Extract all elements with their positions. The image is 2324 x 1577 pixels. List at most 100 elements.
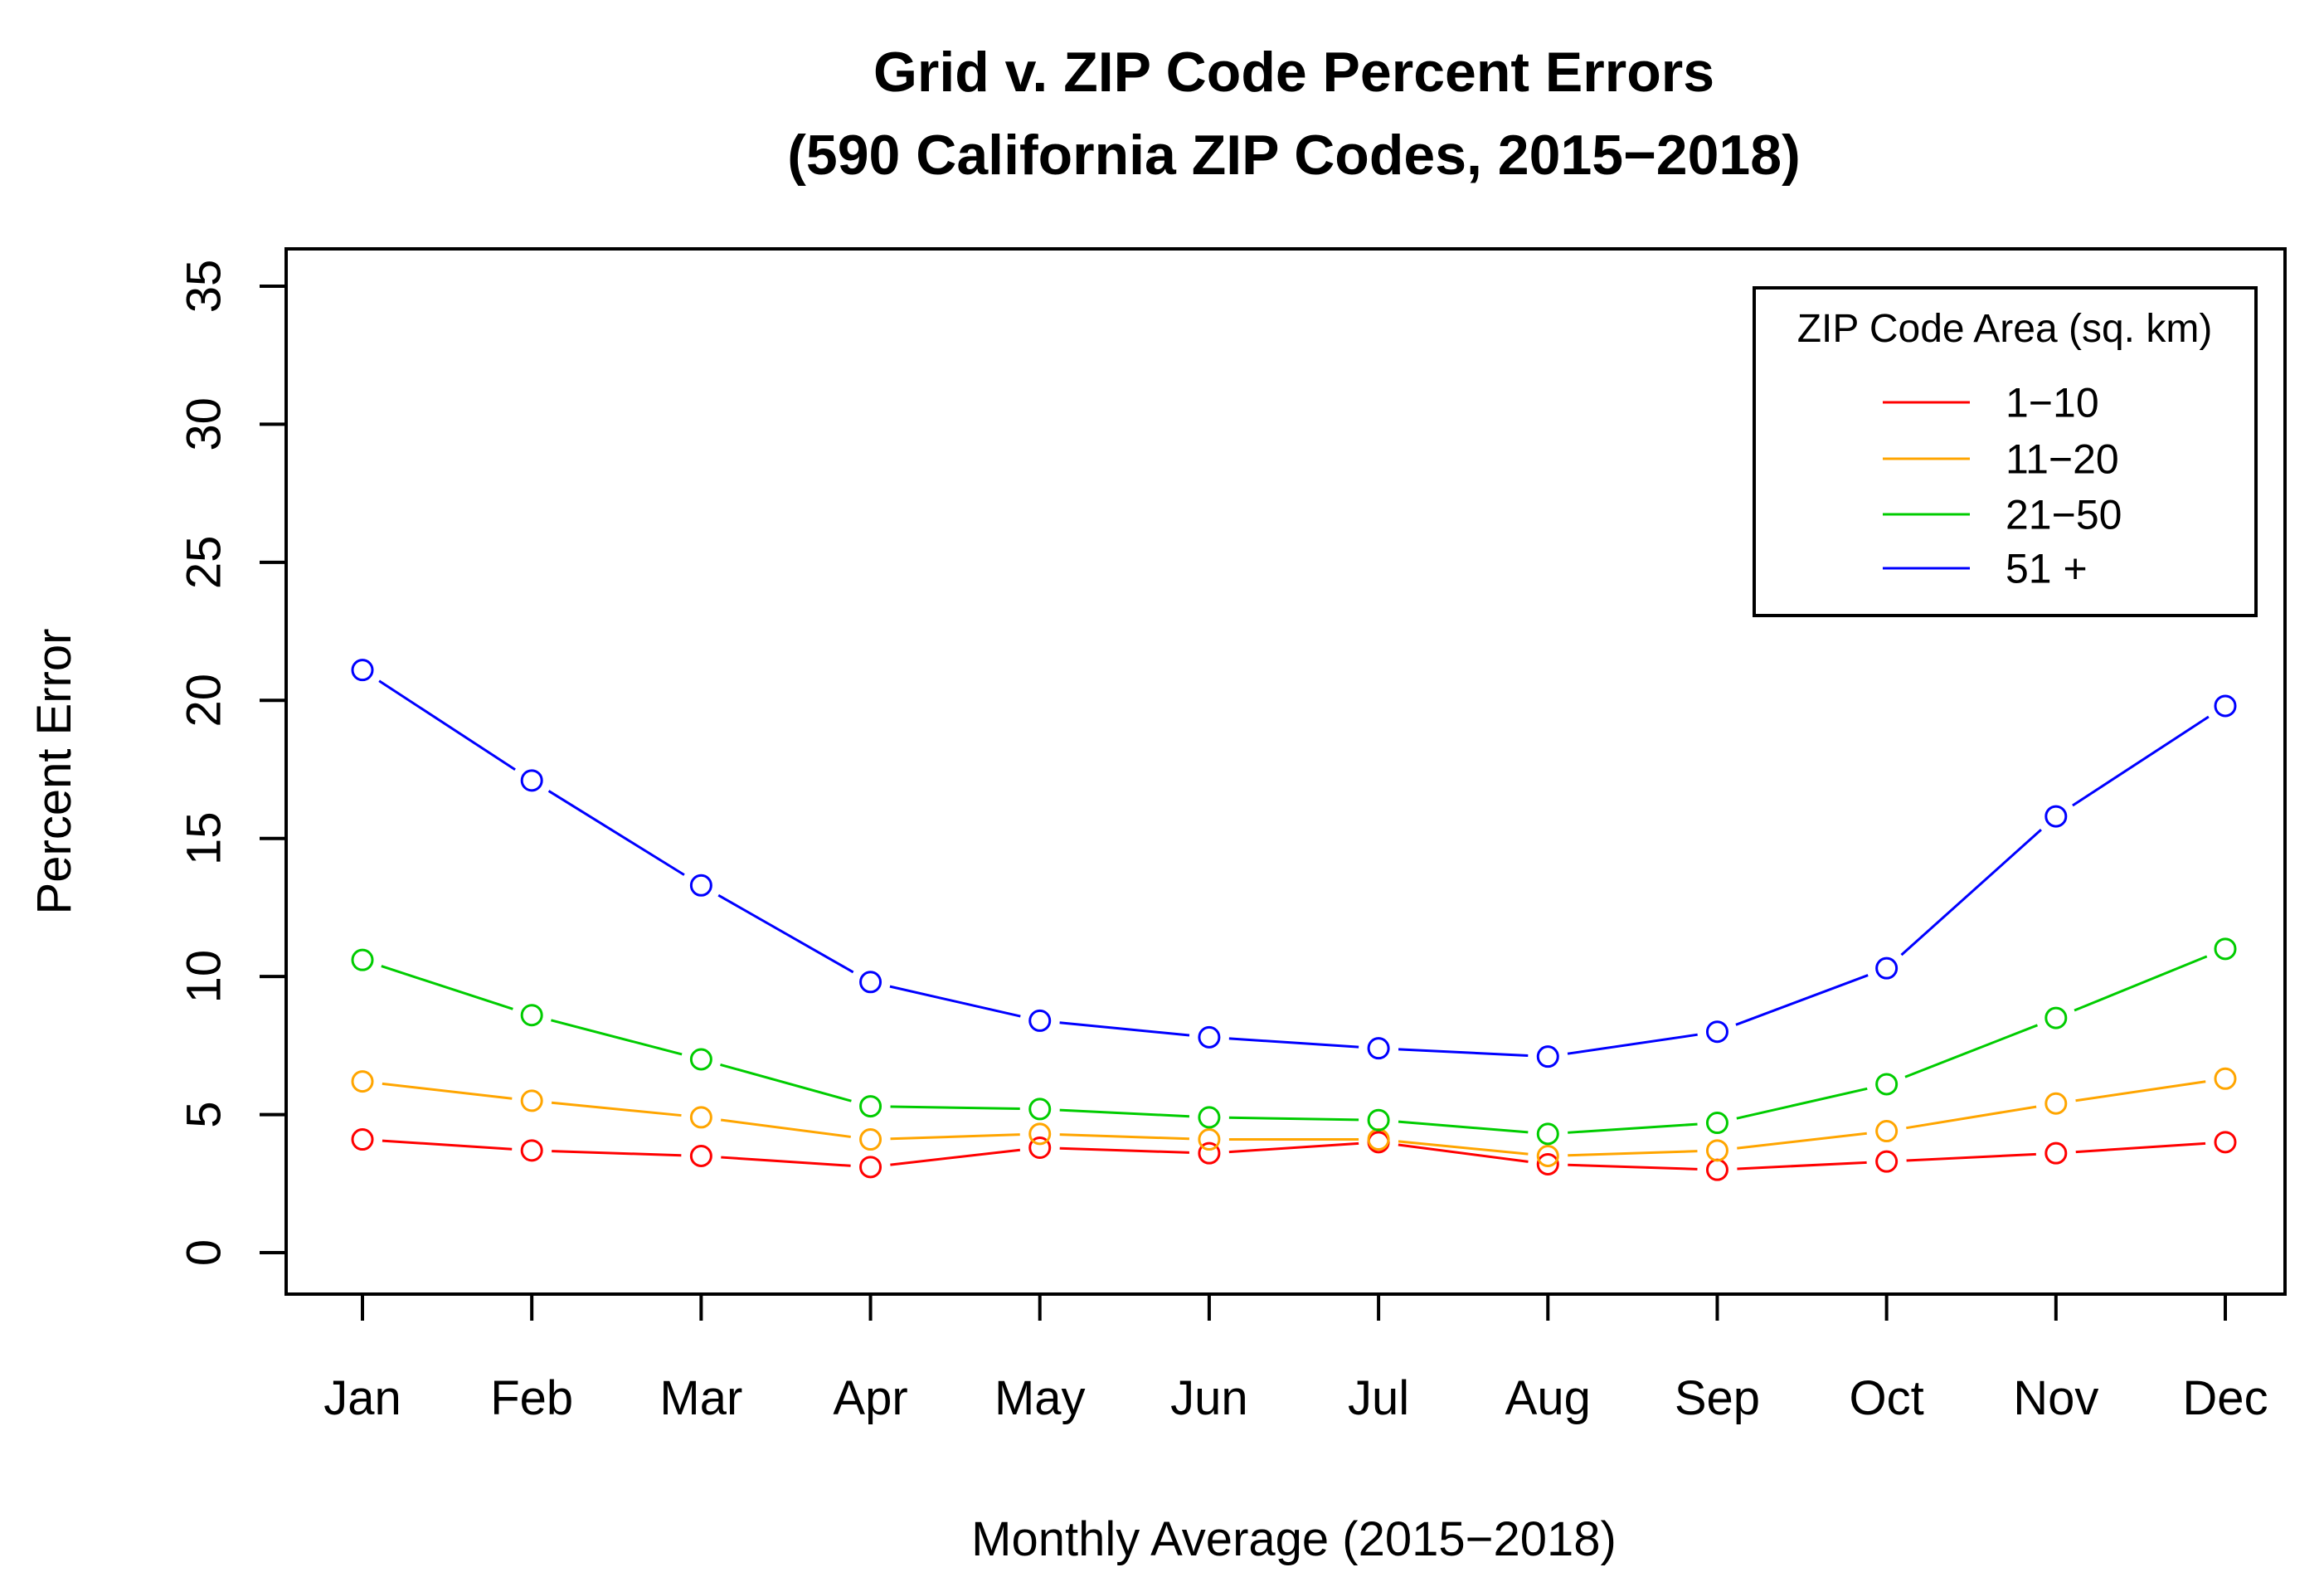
data-point bbox=[1875, 1073, 1899, 1096]
data-point bbox=[1028, 1098, 1052, 1121]
x-tick-label: Jul bbox=[1348, 1371, 1409, 1425]
series-segment bbox=[1059, 1021, 1190, 1037]
series-segment bbox=[1059, 1146, 1189, 1154]
series-segment bbox=[1228, 1116, 1359, 1122]
data-point bbox=[2214, 937, 2237, 961]
series-segment bbox=[1568, 1150, 1698, 1157]
data-point bbox=[1028, 1009, 1052, 1032]
series-segment bbox=[1737, 1132, 1867, 1150]
plot-frame bbox=[284, 247, 2287, 1296]
data-point bbox=[859, 971, 882, 994]
legend-item: 51 + bbox=[1883, 546, 2088, 592]
data-point bbox=[351, 1070, 374, 1093]
x-tick-label: Aug bbox=[1505, 1371, 1591, 1425]
legend-item: 21−50 bbox=[1883, 492, 2122, 538]
data-point bbox=[1198, 1128, 1221, 1151]
x-tick-label: Oct bbox=[1850, 1371, 1924, 1425]
series-segment bbox=[378, 679, 516, 771]
series-line bbox=[351, 1067, 2237, 1167]
series-segment bbox=[1059, 1108, 1190, 1118]
series-segment bbox=[889, 985, 1021, 1018]
series-segment bbox=[2074, 955, 2208, 1012]
data-point bbox=[859, 1095, 882, 1118]
series-line bbox=[351, 659, 2237, 1068]
series-segment bbox=[1567, 1033, 1698, 1055]
y-tick-label: 30 bbox=[177, 397, 231, 451]
data-point bbox=[1875, 1150, 1899, 1173]
data-point bbox=[2214, 694, 2237, 718]
x-tick-label: Apr bbox=[833, 1371, 907, 1425]
legend-item: 1−10 bbox=[1883, 380, 2099, 426]
y-tick-label: 15 bbox=[177, 811, 231, 865]
data-point bbox=[1367, 1108, 1390, 1132]
y-tick-label: 0 bbox=[177, 1239, 231, 1266]
data-point bbox=[351, 948, 374, 971]
data-point bbox=[351, 659, 374, 682]
chart-title: Grid v. ZIP Code Percent Errors bbox=[873, 41, 1714, 104]
series-segment bbox=[2072, 715, 2210, 807]
x-tick-label: Jan bbox=[323, 1371, 401, 1425]
series-segment bbox=[890, 1148, 1021, 1166]
y-axis-label: Percent Error bbox=[27, 629, 81, 915]
series-segment bbox=[1904, 1024, 2039, 1078]
x-tick-label: Sep bbox=[1675, 1371, 1760, 1425]
legend-label: 11−20 bbox=[2006, 436, 2119, 483]
data-point bbox=[520, 1139, 543, 1162]
data-point bbox=[520, 1004, 543, 1027]
series-segment bbox=[1228, 1141, 1359, 1154]
data-point bbox=[2044, 1092, 2068, 1115]
data-point bbox=[1536, 1145, 1559, 1167]
series-segment bbox=[890, 1105, 1020, 1111]
x-axis: Jan Feb Mar Apr May Jun Jul Aug Sep Oct Nov Dec bbox=[323, 1294, 2268, 1425]
chart-subtitle: (590 California ZIP Codes, 2015−2018) bbox=[787, 124, 1800, 187]
data-point bbox=[1198, 1141, 1221, 1165]
data-point bbox=[1198, 1025, 1221, 1049]
data-point bbox=[1705, 1112, 1728, 1135]
series-segment bbox=[721, 1156, 851, 1167]
series-segment bbox=[547, 790, 685, 876]
series-segment bbox=[1398, 1048, 1529, 1057]
legend-label: 21−50 bbox=[2006, 492, 2122, 538]
data-point bbox=[2044, 1006, 2068, 1029]
x-tick-label: May bbox=[994, 1371, 1086, 1425]
series-segment bbox=[1398, 1120, 1529, 1134]
y-tick-label: 35 bbox=[177, 260, 231, 314]
series-segment bbox=[2075, 1080, 2206, 1102]
x-axis-label: Monthly Average (2015−2018) bbox=[971, 1512, 1617, 1566]
x-tick-label: Nov bbox=[2013, 1371, 2098, 1425]
data-point bbox=[1536, 1045, 1559, 1068]
series-segment bbox=[1568, 1122, 1698, 1134]
data-point bbox=[2044, 1141, 2068, 1165]
series-segment bbox=[1398, 1143, 1529, 1163]
series-segment bbox=[1737, 1161, 1867, 1171]
data-point bbox=[1875, 1120, 1899, 1143]
series-segment bbox=[552, 1150, 682, 1157]
series-segment bbox=[720, 1063, 852, 1102]
data-point bbox=[1705, 1158, 1728, 1181]
series-segment bbox=[551, 1019, 683, 1056]
series-segment bbox=[381, 965, 513, 1010]
series-segment bbox=[2075, 1141, 2206, 1154]
series-segment bbox=[382, 1082, 513, 1100]
legend-label: 51 + bbox=[2006, 546, 2088, 592]
data-point bbox=[520, 769, 543, 792]
y-tick-label: 25 bbox=[177, 536, 231, 590]
series-segment bbox=[1736, 1087, 1868, 1120]
x-tick-label: Feb bbox=[490, 1371, 573, 1425]
series-segment bbox=[1900, 828, 2042, 956]
series-line bbox=[351, 937, 2237, 1146]
x-tick-label: Dec bbox=[2182, 1371, 2268, 1425]
data-point bbox=[1705, 1020, 1728, 1044]
legend-title: ZIP Code Area (sq. km) bbox=[1797, 307, 2213, 351]
series-segment bbox=[1906, 1152, 2036, 1162]
series-segment bbox=[717, 893, 854, 974]
data-point bbox=[351, 1128, 374, 1151]
legend-items: 1−10 11−20 21−50 51 + bbox=[1883, 380, 2122, 592]
data-point bbox=[2044, 805, 2068, 828]
data-point bbox=[689, 874, 712, 897]
y-tick-label: 20 bbox=[177, 674, 231, 728]
data-point bbox=[520, 1089, 543, 1112]
y-tick-label: 10 bbox=[177, 950, 231, 1004]
data-point bbox=[1028, 1137, 1052, 1160]
